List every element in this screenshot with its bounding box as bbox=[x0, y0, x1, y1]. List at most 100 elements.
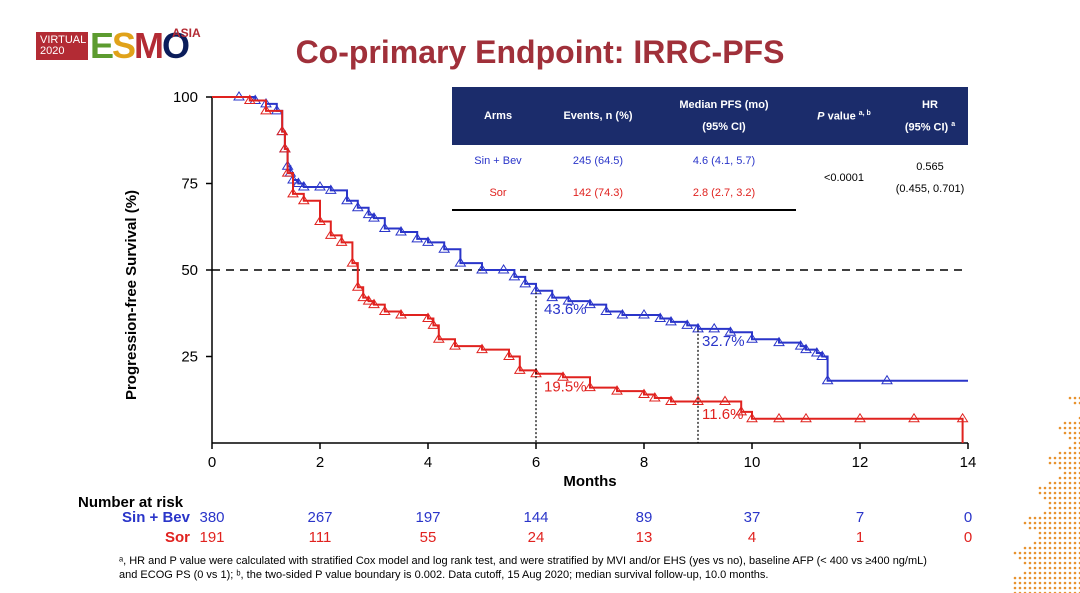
decorative-dot bbox=[1068, 521, 1072, 525]
decorative-dot bbox=[1063, 546, 1067, 550]
censor-marker bbox=[503, 350, 515, 360]
decorative-dot bbox=[1068, 436, 1072, 440]
censor-marker bbox=[297, 181, 310, 191]
decorative-dot bbox=[1073, 471, 1077, 475]
header-pvalue-sup: a, b bbox=[858, 109, 871, 117]
header-hr: HR (95% CI) a bbox=[892, 87, 968, 145]
brand-letter-o: O bbox=[162, 25, 190, 66]
x-tick-label: 0 bbox=[208, 454, 216, 471]
decorative-dot bbox=[1048, 521, 1052, 525]
decorative-dot bbox=[1038, 531, 1042, 535]
row-arm: Sin + Bev bbox=[474, 155, 522, 167]
censor-marker bbox=[654, 312, 667, 322]
decorative-dot bbox=[1063, 576, 1067, 580]
header-pvalue: P value a, b bbox=[796, 87, 892, 145]
censor-marker bbox=[648, 392, 661, 402]
censor-marker bbox=[508, 270, 521, 281]
censor-marker bbox=[810, 347, 823, 357]
decorative-dot bbox=[1048, 576, 1052, 580]
y-axis-label: Progression-free Survival (%) bbox=[123, 190, 140, 400]
header-hr-line1: HR bbox=[922, 98, 938, 111]
decorative-dot bbox=[1063, 506, 1067, 510]
decorative-dot bbox=[1073, 571, 1077, 575]
decorative-dot bbox=[1073, 561, 1077, 565]
censor-marker bbox=[746, 333, 758, 343]
decorative-dot bbox=[1058, 566, 1062, 570]
decorative-dot bbox=[1053, 526, 1057, 530]
decorative-dot bbox=[1073, 521, 1077, 525]
decorative-dot bbox=[1068, 456, 1072, 460]
stats-row-sin-bev: Sin + Bev 245 (64.5) 4.6 (4.1, 5.7) <0.0… bbox=[452, 145, 968, 195]
header-median: Median PFS (mo) (95% CI) bbox=[652, 87, 796, 145]
decorative-dot bbox=[1048, 586, 1052, 590]
decorative-dot bbox=[1063, 556, 1067, 560]
censor-marker bbox=[546, 291, 559, 302]
stats-header-row: Arms Events, n (%) Median PFS (mo) (95% … bbox=[452, 87, 968, 145]
decorative-dot bbox=[1058, 506, 1062, 510]
censor-marker bbox=[260, 97, 272, 108]
decorative-dot bbox=[1033, 541, 1037, 545]
decorative-dot bbox=[1048, 536, 1052, 540]
decorative-dot bbox=[1053, 546, 1057, 550]
decorative-dot bbox=[1028, 521, 1032, 525]
censor-marker bbox=[422, 236, 434, 246]
decorative-dot bbox=[1063, 501, 1067, 505]
decorative-dot bbox=[1073, 516, 1077, 520]
decorative-dot bbox=[1068, 396, 1072, 400]
decorative-dot bbox=[1063, 456, 1067, 460]
censor-marker bbox=[278, 142, 291, 153]
censor-marker bbox=[562, 295, 575, 305]
decorative-dot bbox=[1048, 496, 1052, 500]
header-events: Events, n (%) bbox=[563, 110, 633, 122]
censor-marker bbox=[395, 225, 407, 236]
censor-marker bbox=[233, 91, 245, 101]
decorative-dot bbox=[1058, 571, 1062, 575]
hr-value: 0.565 bbox=[916, 160, 944, 173]
decorative-dot bbox=[1063, 486, 1067, 490]
decorative-dot bbox=[1073, 536, 1077, 540]
virtual-label: VIRTUAL bbox=[40, 34, 87, 46]
decorative-dot bbox=[1073, 431, 1077, 435]
decorative-dot bbox=[1018, 551, 1022, 555]
decorative-dot bbox=[1053, 576, 1057, 580]
decorative-dot bbox=[1038, 551, 1042, 555]
decorative-dot bbox=[1053, 516, 1057, 520]
decorative-dot bbox=[1073, 556, 1077, 560]
y-tick-label: 25 bbox=[181, 349, 198, 366]
censor-marker bbox=[476, 264, 488, 274]
x-tick-label: 4 bbox=[424, 454, 432, 471]
decorative-dot bbox=[1038, 521, 1042, 525]
decorative-dot bbox=[1063, 521, 1067, 525]
censor-marker bbox=[449, 340, 461, 350]
decorative-dot bbox=[1043, 556, 1047, 560]
censor-marker bbox=[368, 212, 380, 222]
censor-marker bbox=[773, 336, 785, 347]
decorative-dot bbox=[1038, 566, 1042, 570]
landmark-annotation: 43.6% bbox=[544, 301, 587, 318]
decorative-dot bbox=[1038, 576, 1042, 580]
risk-count: 0 bbox=[963, 509, 973, 526]
decorative-dot bbox=[1043, 566, 1047, 570]
decorative-dot bbox=[1063, 561, 1067, 565]
decorative-dot bbox=[1053, 536, 1057, 540]
censor-marker bbox=[454, 257, 467, 267]
censor-marker bbox=[249, 94, 262, 104]
risk-count: 111 bbox=[308, 529, 332, 546]
decorative-dot bbox=[1073, 566, 1077, 570]
y-tick-label: 100 bbox=[173, 89, 198, 106]
slide-title: Co-primary Endpoint: IRRC-PFS bbox=[295, 34, 785, 70]
decorative-dot bbox=[1043, 551, 1047, 555]
censor-marker bbox=[681, 319, 694, 329]
decorative-dot bbox=[1048, 581, 1052, 585]
censor-marker bbox=[519, 277, 532, 288]
decorative-dot bbox=[1033, 566, 1037, 570]
decorative-dot bbox=[1063, 511, 1067, 515]
decorative-dot bbox=[1053, 511, 1057, 515]
censor-marker bbox=[908, 412, 920, 423]
risk-count: 380 bbox=[199, 509, 225, 526]
censor-marker bbox=[773, 412, 785, 423]
virtual-2020-badge: VIRTUAL 2020 bbox=[36, 32, 88, 60]
decorative-dot bbox=[1063, 551, 1067, 555]
decorative-dot bbox=[1013, 551, 1017, 555]
decorative-dot bbox=[1073, 446, 1077, 450]
